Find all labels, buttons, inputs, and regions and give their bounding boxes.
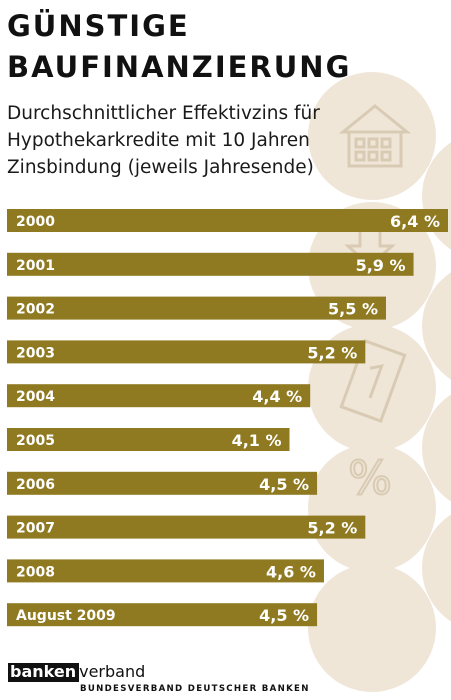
category-label: 2005 (16, 433, 55, 449)
chart-subtitle-line-3: Zinsbindung (jeweils Jahresende) (7, 157, 314, 178)
bar-2006 (7, 471, 318, 495)
value-label: 4,6 % (266, 562, 316, 581)
bar-2008 (7, 559, 324, 583)
value-label: 5,9 % (356, 256, 406, 275)
category-label: 2006 (16, 477, 55, 493)
bar-2005 (7, 428, 290, 451)
logo-tagline: BUNDESVERBAND DEUTSCHER BANKEN (80, 684, 310, 694)
category-label: 2003 (16, 345, 55, 361)
bar-2004 (7, 384, 311, 408)
bar-2007 (7, 515, 366, 539)
percent-icon: % (347, 450, 393, 506)
chart-subtitle-line-1: Durchschnittlicher Effektivzins für (7, 103, 320, 124)
value-label: 5,5 % (328, 300, 378, 319)
value-label: 5,2 % (307, 519, 357, 538)
chart-subtitle-line-2: Hypothekarkredite mit 10 Jahren (7, 130, 310, 151)
bankenverband-logo: banken verband (8, 662, 145, 682)
category-label: 2008 (16, 564, 55, 580)
bar-2002 (7, 296, 386, 320)
category-label: 2002 (16, 302, 55, 318)
bar-2001 (7, 252, 414, 276)
svg-text:%: % (348, 451, 392, 505)
value-label: 4,5 % (259, 606, 309, 625)
one-euro-note-icon (339, 339, 407, 423)
logo-light-part: verband (79, 662, 146, 681)
category-label: 2007 (16, 521, 55, 537)
bar-series: 2000 6,4 % 2001 5,9 % 2002 5,5 % 2003 5,2 % 2004… (7, 209, 448, 627)
bar-2000 (7, 209, 448, 232)
value-label: 4,4 % (252, 387, 302, 406)
bar-2003 (7, 340, 366, 364)
chart-title-line-1: GÜNSTIGE (7, 9, 190, 43)
logo-dark-part: banken (8, 663, 80, 682)
value-label: 6,4 % (390, 212, 440, 231)
category-label: 2000 (16, 214, 55, 230)
category-label: 2001 (16, 258, 55, 274)
chart-title-line-2: BAUFINANZIERUNG (7, 50, 352, 84)
value-label: 5,2 % (307, 343, 357, 362)
value-label: 4,1 % (232, 431, 282, 450)
category-label: 2004 (16, 389, 55, 405)
category-label: August 2009 (16, 608, 116, 624)
bar-august-2009 (7, 603, 318, 627)
background-circles (308, 72, 451, 692)
value-label: 4,5 % (259, 475, 309, 494)
house-icon (338, 104, 412, 168)
